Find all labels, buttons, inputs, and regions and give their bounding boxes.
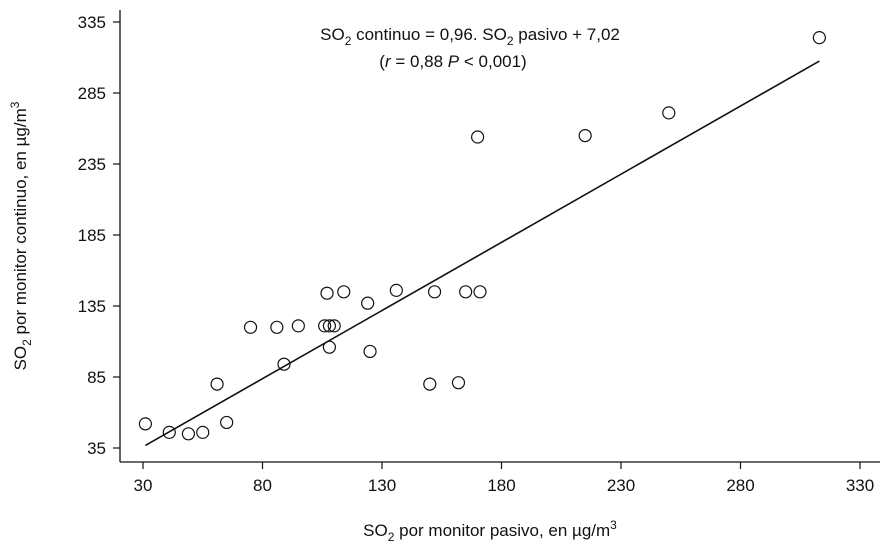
x-tick-label: 130 xyxy=(368,476,396,495)
x-axis-label: SO2 por monitor pasivo, en µg/m3 xyxy=(363,518,617,544)
y-tick-label: 335 xyxy=(78,13,106,32)
tick-group: 30 80 130 180 230 280 330 35 85 135 185 235 285 335 xyxy=(78,13,875,495)
data-point xyxy=(220,415,234,430)
data-point xyxy=(812,31,826,45)
data-point xyxy=(243,320,258,334)
y-tick-label: 235 xyxy=(78,155,106,174)
y-tick-label: 285 xyxy=(78,84,106,103)
data-point xyxy=(337,285,351,299)
data-point xyxy=(459,285,473,299)
data-point xyxy=(451,376,466,390)
data-point xyxy=(196,425,210,439)
x-tick-label: 330 xyxy=(846,476,874,495)
data-point xyxy=(473,285,487,299)
data-point xyxy=(277,357,291,371)
data-point xyxy=(389,283,403,297)
data-point xyxy=(427,285,442,299)
regression-equation: SO2 continuo = 0,96. SO2 pasivo + 7,02 xyxy=(320,25,620,48)
data-point xyxy=(361,296,375,310)
points-group xyxy=(138,31,826,441)
data-point xyxy=(578,129,592,143)
data-point xyxy=(662,106,676,120)
data-point xyxy=(322,319,337,333)
data-point xyxy=(320,286,334,300)
x-tick-label: 280 xyxy=(726,476,754,495)
y-tick-label: 135 xyxy=(78,297,106,316)
data-point xyxy=(363,344,377,359)
regression-line xyxy=(144,60,820,447)
x-tick-label: 230 xyxy=(607,476,635,495)
data-point xyxy=(327,319,341,333)
data-point xyxy=(270,320,284,334)
data-point xyxy=(423,377,437,391)
data-point xyxy=(291,319,305,333)
axes xyxy=(119,10,880,463)
data-point xyxy=(138,417,152,431)
y-tick-label: 35 xyxy=(87,439,106,458)
data-point xyxy=(210,377,224,391)
regression-group xyxy=(144,60,820,447)
data-point xyxy=(322,340,337,354)
correlation-stats: (r = 0,88 P < 0,001) xyxy=(379,52,526,71)
x-tick-label: 30 xyxy=(134,476,153,495)
data-point xyxy=(181,427,196,441)
data-point xyxy=(162,425,176,439)
y-tick-label: 85 xyxy=(87,368,106,387)
y-tick-label: 185 xyxy=(78,226,106,245)
data-point xyxy=(318,319,332,333)
x-tick-label: 180 xyxy=(487,476,515,495)
x-tick-label: 80 xyxy=(253,476,272,495)
data-point xyxy=(471,130,485,144)
y-axis-label: SO2 por monitor continuo, en µg/m3 xyxy=(8,101,34,370)
